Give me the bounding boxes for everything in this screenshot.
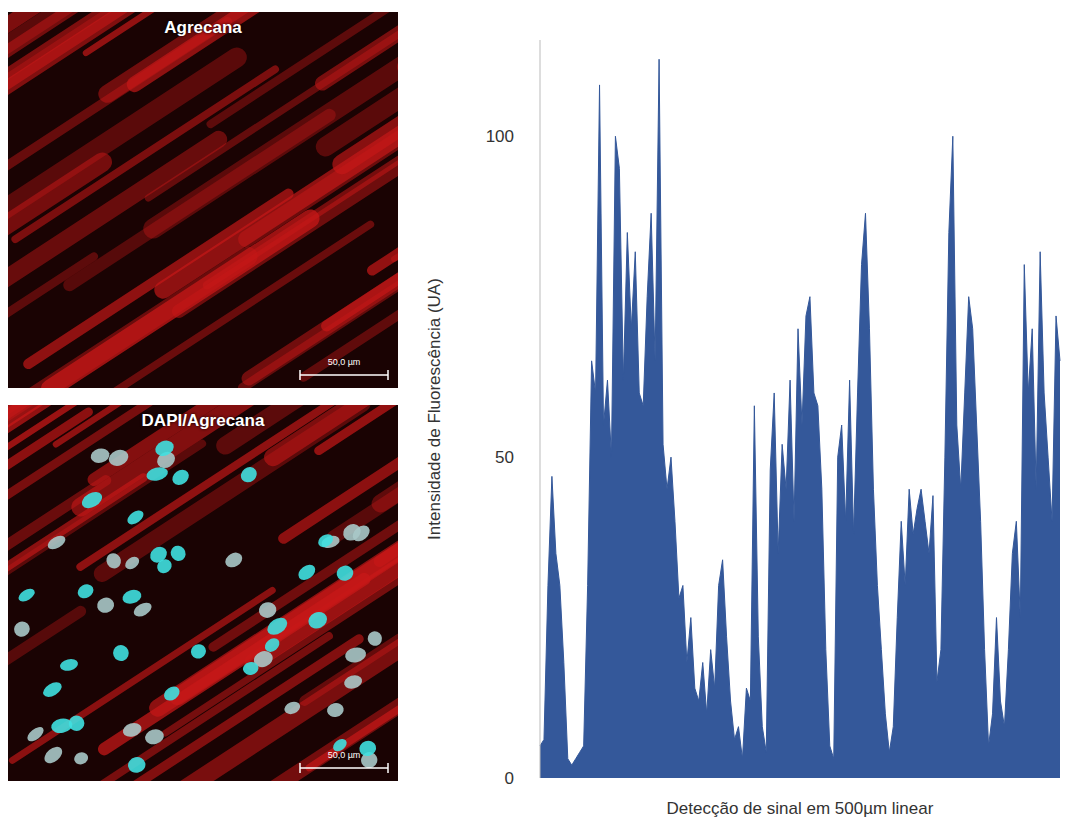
- html-text:50,0 µm: 50,0 µm: [327, 357, 361, 367]
- svg-text:50: 50: [495, 448, 514, 467]
- html-text:Agrecana: Agrecana: [164, 18, 242, 37]
- svg-text:Detecção de sinal em 500µm lin: Detecção de sinal em 500µm linear: [667, 799, 934, 818]
- svg-text:100: 100: [486, 127, 514, 146]
- html-text:50,0 µm: 50,0 µm: [327, 750, 361, 760]
- svg-text:0: 0: [505, 769, 514, 788]
- svg-text:Intensidade de Fluorescência (: Intensidade de Fluorescência (UA): [425, 278, 444, 540]
- html-text:DAPI/Agrecana: DAPI/Agrecana: [141, 411, 265, 430]
